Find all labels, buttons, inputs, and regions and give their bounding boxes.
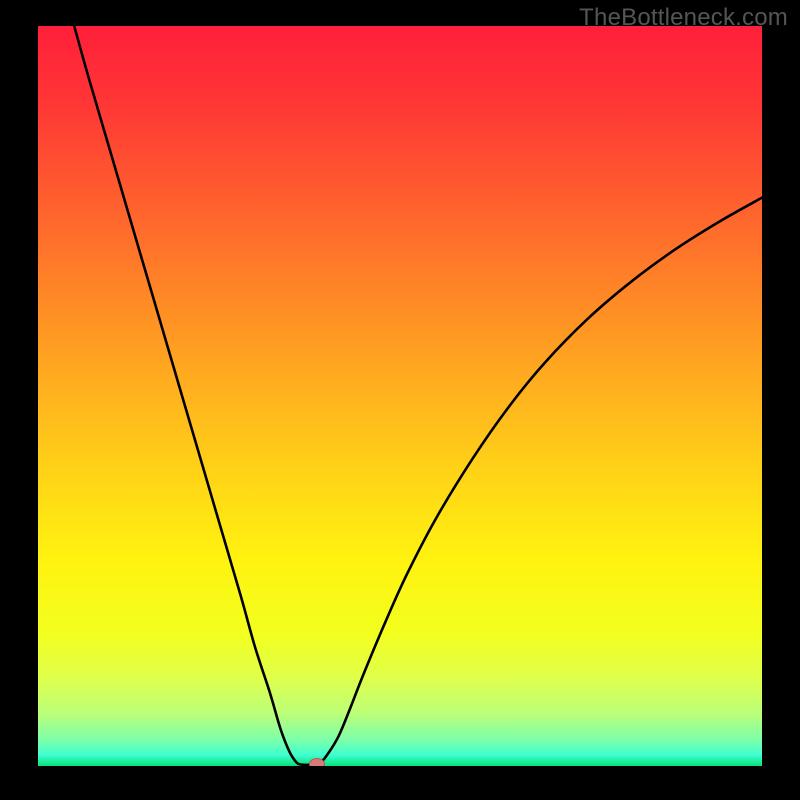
curve-layer xyxy=(38,26,762,766)
chart-stage: TheBottleneck.com xyxy=(0,0,800,800)
min-point-marker xyxy=(309,758,325,766)
plot-area xyxy=(38,26,762,766)
bottleneck-curve xyxy=(74,26,762,765)
